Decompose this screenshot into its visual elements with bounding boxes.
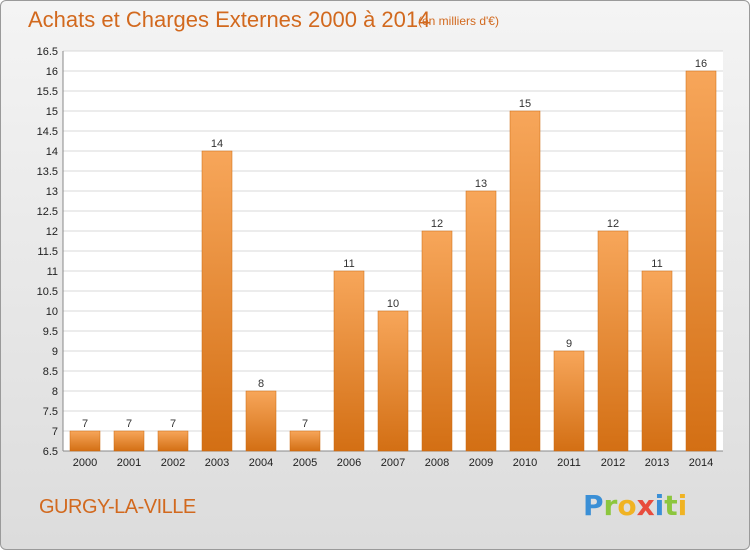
y-tick-label: 14.5 [37, 126, 58, 138]
data-label: 12 [607, 218, 619, 230]
data-label: 11 [343, 258, 354, 270]
bar-2006 [333, 270, 365, 452]
x-tick-label: 2013 [645, 457, 669, 469]
y-tick-label: 9.5 [43, 326, 58, 338]
x-tick-label: 2002 [161, 457, 185, 469]
y-tick-label: 10 [46, 306, 58, 318]
bar-2002 [157, 430, 189, 452]
data-label: 7 [82, 418, 88, 430]
data-label: 9 [566, 338, 572, 350]
logo-letter: o [617, 489, 637, 522]
location-label: GURGY-LA-VILLE [39, 496, 196, 518]
logo-letter: i [654, 489, 665, 522]
bar-2001 [113, 430, 145, 452]
data-label: 7 [170, 418, 176, 430]
data-label: 7 [126, 418, 132, 430]
y-tick-label: 10.5 [37, 286, 58, 298]
bar-2009 [465, 190, 497, 452]
x-tick-label: 2011 [557, 457, 581, 469]
y-tick-label: 13.5 [37, 166, 58, 178]
y-tick-label: 11.5 [37, 246, 58, 258]
y-tick-label: 12.5 [37, 206, 58, 218]
data-label: 7 [302, 418, 308, 430]
y-tick-label: 7.5 [43, 406, 58, 418]
y-tick-label: 9 [52, 346, 58, 358]
x-tick-label: 2001 [117, 457, 141, 469]
data-label: 13 [475, 178, 487, 190]
bar-2012 [597, 230, 629, 452]
bar-2014 [685, 70, 717, 452]
logo-letter: r [603, 489, 618, 522]
bar-2003 [201, 150, 233, 452]
bar-2010 [509, 110, 541, 452]
chart-title: Achats et Charges Externes 2000 à 2014 [28, 7, 431, 32]
x-tick-label: 2014 [689, 457, 713, 469]
data-label: 8 [258, 378, 264, 390]
y-tick-label: 12 [46, 226, 58, 238]
bar-2013 [641, 270, 673, 452]
bar-2008 [421, 230, 453, 452]
data-label: 10 [387, 298, 399, 310]
logo-letter: i [677, 489, 688, 522]
bar-2005 [289, 430, 321, 452]
data-label: 15 [519, 98, 531, 110]
y-tick-label: 14 [46, 146, 58, 158]
proxiti-logo: Proxiti [583, 489, 687, 522]
y-tick-label: 6.5 [43, 446, 58, 458]
y-tick-label: 13 [46, 186, 58, 198]
bar-2000 [69, 430, 101, 452]
y-tick-label: 8.5 [43, 366, 58, 378]
x-tick-label: 2008 [425, 457, 449, 469]
x-tick-label: 2004 [249, 457, 273, 469]
y-tick-label: 15.5 [37, 86, 58, 98]
x-tick-label: 2000 [73, 457, 97, 469]
x-tick-label: 2009 [469, 457, 493, 469]
bar-2004 [245, 390, 277, 452]
x-tick-label: 2007 [381, 457, 405, 469]
x-tick-label: 2005 [293, 457, 317, 469]
data-label: 11 [651, 258, 662, 270]
chart-subtitle: (en milliers d'€) [418, 14, 499, 28]
data-label: 16 [695, 58, 707, 70]
y-tick-label: 15 [46, 106, 58, 118]
bar-2011 [553, 350, 585, 452]
data-label: 12 [431, 218, 443, 230]
x-tick-label: 2006 [337, 457, 361, 469]
y-tick-label: 7 [52, 426, 58, 438]
y-tick-label: 8 [52, 386, 58, 398]
data-label: 14 [211, 138, 223, 150]
logo-letter: P [583, 489, 604, 522]
y-tick-label: 16 [46, 66, 58, 78]
x-tick-label: 2012 [601, 457, 625, 469]
logo-letter: t [664, 489, 678, 522]
y-tick-label: 11 [47, 266, 58, 278]
y-tick-label: 16.5 [37, 46, 58, 58]
x-tick-label: 2003 [205, 457, 229, 469]
bar-2007 [377, 310, 409, 452]
logo-letter: x [636, 489, 655, 522]
x-tick-label: 2010 [513, 457, 537, 469]
